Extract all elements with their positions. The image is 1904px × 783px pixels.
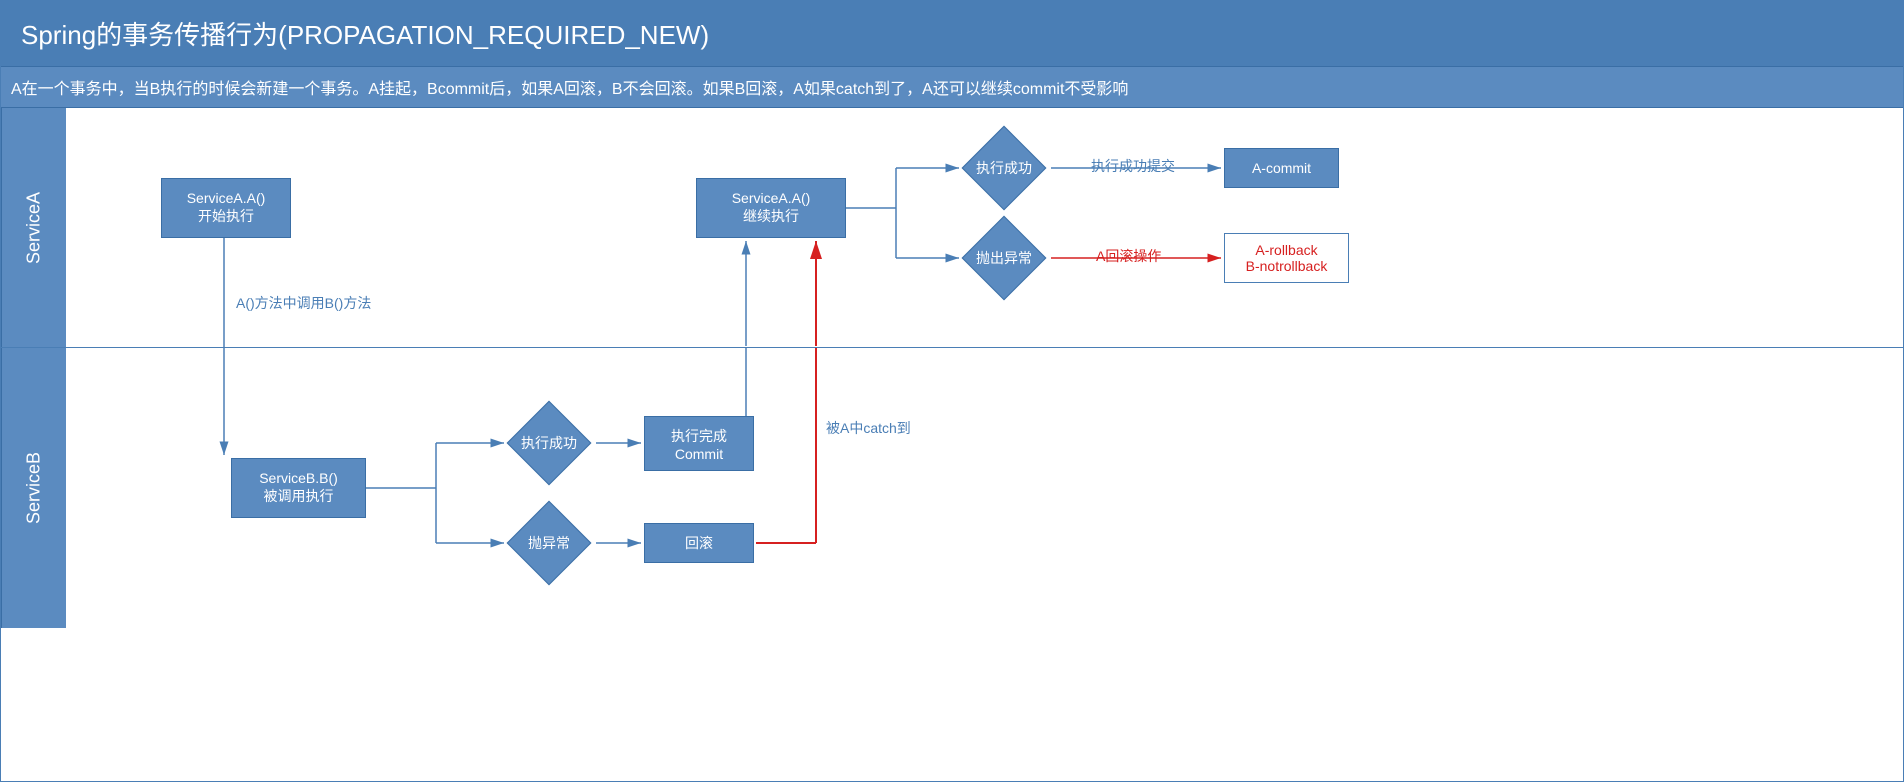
node-a-commit-text: A-commit <box>1252 160 1311 176</box>
title-bar: Spring的事务传播行为(PROPAGATION_REQUIRED_NEW) <box>1 1 1903 66</box>
edge-label-call-b: A()方法中调用B()方法 <box>236 293 371 313</box>
node-b-called-l1: ServiceB.B() <box>259 470 338 486</box>
swimlane-content: ServiceA <box>1 108 1903 783</box>
lane-body-b: ServiceB.B() 被调用执行 执行成功 抛异常 执行完成 Commit … <box>66 348 1903 628</box>
node-a-start-l2: 开始执行 <box>198 206 254 226</box>
edge-label-a-success: 执行成功提交 <box>1091 156 1175 176</box>
diamond-b-throw: 抛异常 <box>507 501 592 586</box>
node-a-continue-l1: ServiceA.A() <box>732 190 811 206</box>
lane-body-a: ServiceA.A() 开始执行 ServiceA.A() 继续执行 执行成功… <box>66 108 1903 347</box>
node-b-commit-l1: 执行完成 <box>671 426 727 446</box>
diamond-a-success: 执行成功 <box>962 126 1047 211</box>
node-a-start: ServiceA.A() 开始执行 <box>161 178 291 238</box>
node-a-rollback-l1: A-rollback <box>1255 242 1317 258</box>
subtitle-text: A在一个事务中，当B执行的时候会新建一个事务。A挂起，Bcommit后，如果A回… <box>11 81 1128 98</box>
title-text: Spring的事务传播行为(PROPAGATION_REQUIRED_NEW) <box>21 20 709 50</box>
edge-label-catch: 被A中catch到 <box>826 418 911 438</box>
lane-label-b: ServiceB <box>1 348 66 628</box>
edge-label-a-rollback: A回滚操作 <box>1096 246 1161 266</box>
diamond-a-success-text: 执行成功 <box>976 158 1032 178</box>
diamond-a-throw-text: 抛出异常 <box>976 248 1032 268</box>
node-b-rollback-text: 回滚 <box>685 533 713 553</box>
node-b-rollback: 回滚 <box>644 523 754 563</box>
node-a-continue: ServiceA.A() 继续执行 <box>696 178 846 238</box>
node-a-rollback: A-rollback B-notrollback <box>1224 233 1349 283</box>
diamond-b-success: 执行成功 <box>507 401 592 486</box>
diamond-a-throw: 抛出异常 <box>962 216 1047 301</box>
node-a-continue-l2: 继续执行 <box>743 206 799 226</box>
node-a-rollback-l2: B-notrollback <box>1246 258 1328 274</box>
node-a-commit: A-commit <box>1224 148 1339 188</box>
node-b-commit: 执行完成 Commit <box>644 416 754 471</box>
lane-service-b: ServiceB <box>1 348 1903 628</box>
node-a-start-l1: ServiceA.A() <box>187 190 266 206</box>
lane-service-a: ServiceA <box>1 108 1903 348</box>
node-b-called: ServiceB.B() 被调用执行 <box>231 458 366 518</box>
node-b-commit-l2: Commit <box>675 446 723 462</box>
diamond-b-throw-text: 抛异常 <box>528 533 570 553</box>
diagram-container: Spring的事务传播行为(PROPAGATION_REQUIRED_NEW) … <box>0 0 1904 782</box>
node-b-called-l2: 被调用执行 <box>264 486 334 506</box>
diamond-b-success-text: 执行成功 <box>521 433 577 453</box>
lane-label-a: ServiceA <box>1 108 66 347</box>
subtitle-bar: A在一个事务中，当B执行的时候会新建一个事务。A挂起，Bcommit后，如果A回… <box>1 66 1903 108</box>
